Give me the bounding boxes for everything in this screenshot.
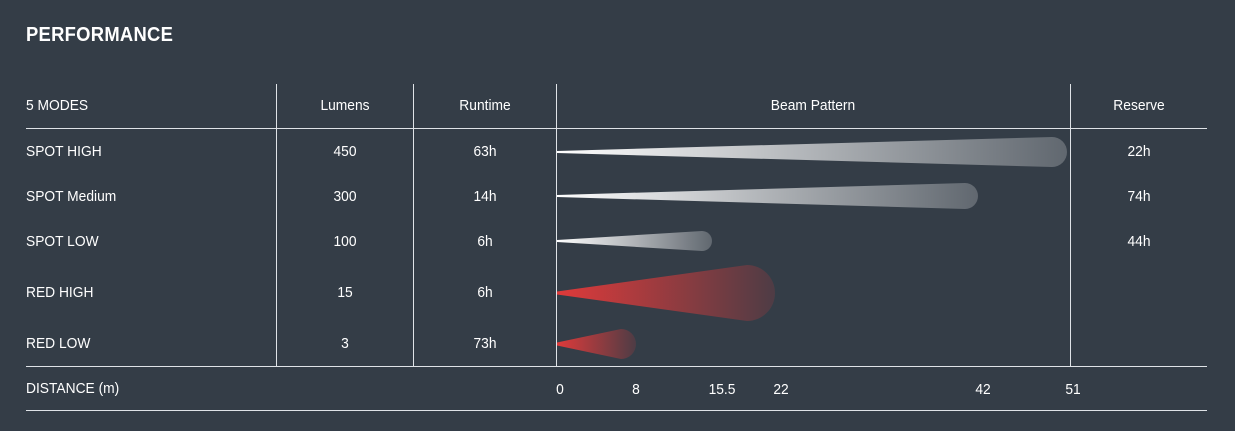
row-mode: SPOT Medium	[26, 188, 117, 205]
distance-tick: 15.5	[708, 381, 736, 398]
header-modes: 5 MODES	[26, 97, 89, 114]
page-title: PERFORMANCE	[26, 24, 174, 46]
distance-tick: 42	[975, 381, 991, 398]
column-divider	[556, 84, 557, 366]
row-runtime: 73h	[473, 335, 497, 352]
distance-label: DISTANCE (m)	[26, 380, 120, 397]
distance-tick: 22	[773, 381, 789, 398]
header-runtime: Runtime	[459, 97, 511, 114]
row-runtime: 6h	[477, 284, 493, 301]
table-bottom-rule	[26, 366, 1207, 367]
row-lumens: 15	[337, 284, 353, 301]
row-lumens: 300	[333, 188, 357, 205]
row-runtime: 63h	[473, 143, 497, 160]
header-reserve: Reserve	[1113, 97, 1165, 114]
row-reserve: 22h	[1127, 143, 1151, 160]
distance-tick: 0	[556, 381, 564, 398]
distance-tick: 51	[1065, 381, 1081, 398]
row-mode: SPOT HIGH	[26, 143, 102, 160]
row-lumens: 3	[341, 335, 349, 352]
distance-bottom-rule	[26, 410, 1207, 411]
row-runtime: 14h	[473, 188, 497, 205]
beam-spot-medium	[557, 183, 978, 209]
beam-red-low	[557, 329, 636, 359]
row-mode: RED LOW	[26, 335, 91, 352]
distance-tick: 8	[632, 381, 640, 398]
row-mode: SPOT LOW	[26, 233, 99, 250]
header-rule	[26, 128, 1207, 129]
column-divider	[413, 84, 414, 366]
header-lumens: Lumens	[320, 97, 370, 114]
row-runtime: 6h	[477, 233, 493, 250]
row-lumens: 450	[333, 143, 357, 160]
row-mode: RED HIGH	[26, 284, 94, 301]
beam-spot-high	[557, 137, 1067, 167]
row-reserve: 74h	[1127, 188, 1151, 205]
row-reserve: 44h	[1127, 233, 1151, 250]
header-beam-pattern: Beam Pattern	[770, 97, 856, 114]
row-lumens: 100	[333, 233, 357, 250]
column-divider	[276, 84, 277, 366]
beam-red-high	[557, 265, 775, 321]
beam-spot-low	[557, 231, 712, 251]
column-divider	[1070, 84, 1071, 366]
